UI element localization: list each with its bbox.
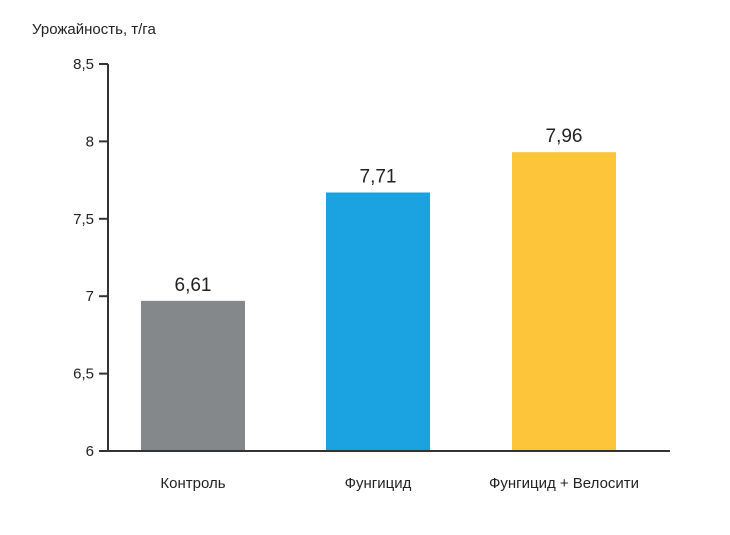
x-tick-label: Фунгицид — [345, 475, 412, 492]
y-tick-label: 8,5 — [73, 56, 94, 73]
bars — [141, 152, 616, 451]
y-tick-label: 6,5 — [73, 366, 94, 383]
y-axis-ticks: 6 6,5 7 7,5 8 8,5 — [73, 56, 108, 460]
bar — [141, 300, 245, 451]
value-labels: 6,61 7,71 7,96 — [175, 126, 583, 296]
x-tick-label: Контроль — [160, 475, 225, 492]
y-tick-label: 6 — [86, 443, 94, 460]
y-axis-label: Урожайность, т/га — [32, 21, 156, 38]
data-label: 7,71 — [360, 166, 397, 187]
data-label: 6,61 — [175, 275, 212, 296]
bar — [512, 152, 616, 451]
bar — [326, 192, 430, 451]
category-labels: Контроль Фунгицид Фунгицид + Велосити — [160, 475, 639, 492]
y-tick-label: 8 — [86, 133, 94, 150]
data-label: 7,96 — [546, 126, 583, 147]
x-tick-label: Фунгицид + Велосити — [489, 475, 639, 492]
y-tick-label: 7,5 — [73, 211, 94, 228]
y-tick-label: 7 — [86, 288, 94, 305]
